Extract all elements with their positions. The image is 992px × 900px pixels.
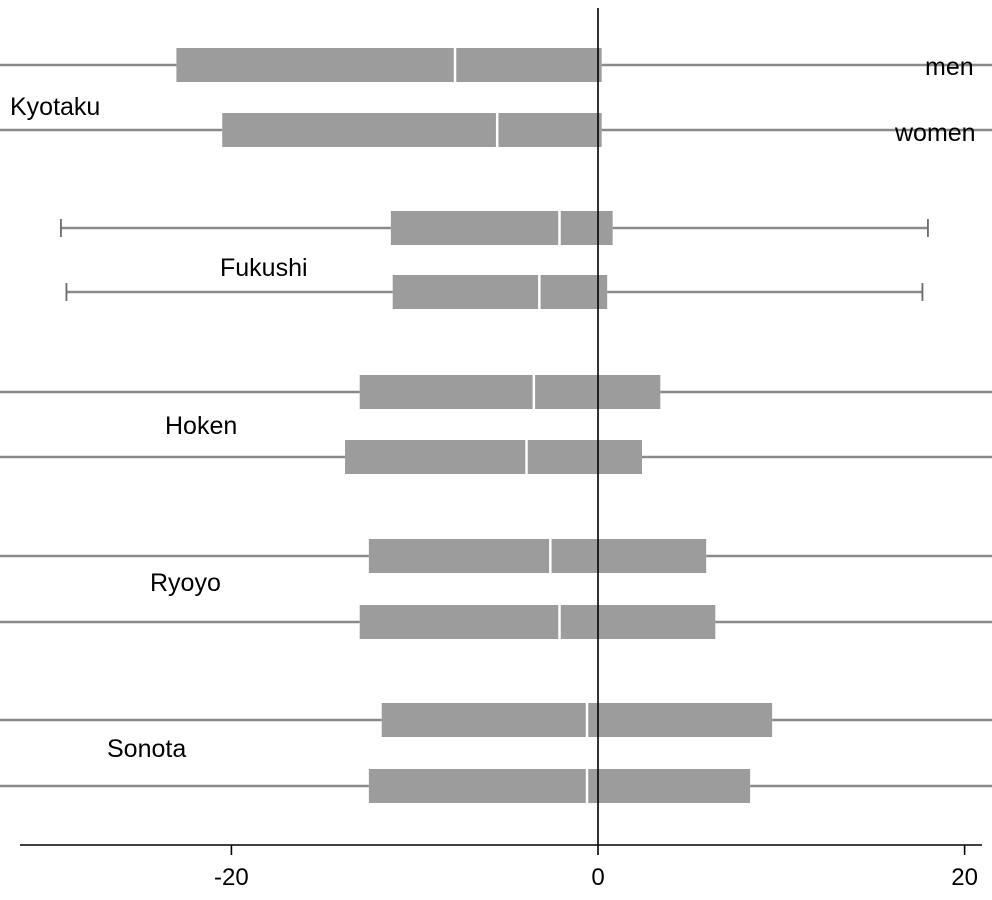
boxes-layer — [0, 48, 992, 803]
group-kyotaku-men-box — [0, 48, 992, 82]
group-fukushi-men-iqr-box — [390, 211, 613, 245]
category-label-kyotaku: Kyotaku — [10, 93, 100, 121]
group-fukushi-men-box — [60, 211, 929, 245]
group-hoken-men-iqr-box — [359, 375, 661, 409]
series-labels: men women — [894, 53, 976, 147]
group-hoken-women-box — [0, 440, 992, 474]
group-hoken-women-iqr-box — [345, 440, 642, 474]
group-hoken-men-box — [0, 375, 992, 409]
group-kyotaku-men-iqr-box — [176, 48, 602, 82]
legend-label-men: men — [925, 53, 974, 81]
x-tick-label-4: 20 — [951, 864, 978, 891]
category-label-sonota: Sonota — [107, 735, 186, 763]
category-label-hoken: Hoken — [165, 412, 237, 440]
group-sonota-women-box — [0, 769, 992, 803]
x-tick-label-2: -20 — [214, 864, 249, 891]
group-fukushi-women-iqr-box — [392, 275, 608, 309]
group-sonota-men-iqr-box — [381, 703, 773, 737]
category-label-fukushi: Fukushi — [220, 254, 308, 282]
group-sonota-women-iqr-box — [368, 769, 751, 803]
group-kyotaku-women-iqr-box — [222, 113, 602, 147]
legend-label-women: women — [894, 119, 976, 147]
category-labels: Kyotaku Fukushi Hoken Ryoyo Sonota — [10, 93, 308, 763]
x-tick-label-3: 0 — [591, 864, 604, 891]
group-kyotaku-women-box — [0, 113, 992, 147]
group-ryoyo-women-iqr-box — [359, 605, 716, 639]
group-ryoyo-men-iqr-box — [368, 539, 707, 573]
group-ryoyo-women-box — [0, 605, 992, 639]
x-axis-ticks: -60-40-2002040 — [214, 845, 978, 891]
group-fukushi-women-box — [65, 275, 924, 309]
group-sonota-men-box — [0, 703, 992, 737]
category-label-ryoyo: Ryoyo — [150, 569, 221, 597]
group-ryoyo-men-box — [0, 539, 992, 573]
